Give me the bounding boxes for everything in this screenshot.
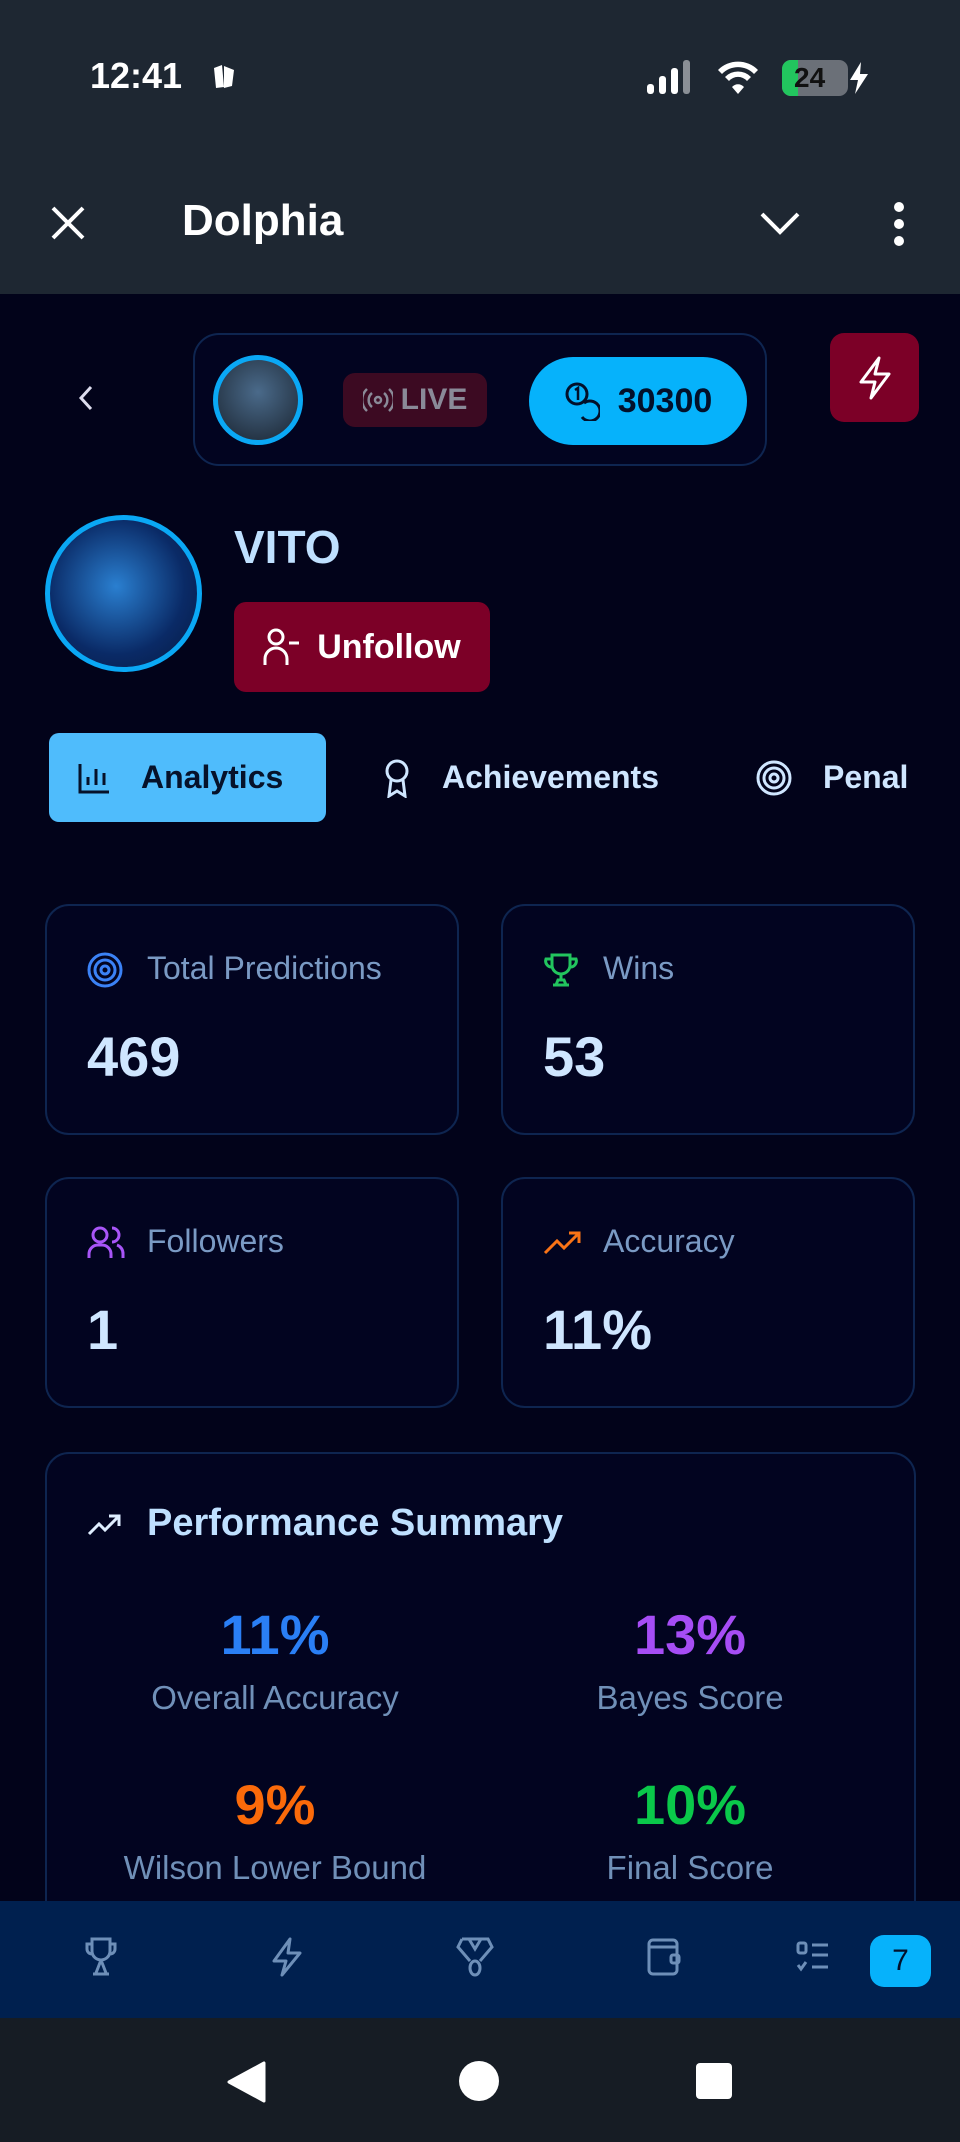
user-minus-icon bbox=[263, 628, 300, 665]
status-bar: 12:41 24 bbox=[0, 0, 960, 150]
unfollow-button[interactable]: Unfollow bbox=[234, 602, 490, 692]
back-icon[interactable] bbox=[226, 2061, 266, 2103]
more-vertical-icon[interactable] bbox=[891, 202, 907, 246]
notification-icon bbox=[214, 65, 234, 88]
trending-up-icon bbox=[543, 1231, 581, 1255]
user-avatar-small[interactable] bbox=[213, 355, 303, 445]
metric-final-score: 10% Final Score bbox=[606, 1773, 774, 1886]
users-icon bbox=[87, 1226, 125, 1258]
target-icon bbox=[87, 952, 123, 988]
charging-icon bbox=[850, 62, 868, 94]
zap-icon bbox=[859, 356, 890, 399]
tab-achievements[interactable]: Achievements bbox=[382, 733, 659, 822]
app-title: Dolphia bbox=[182, 196, 344, 245]
medal-icon[interactable] bbox=[456, 1937, 494, 1977]
checklist-icon[interactable] bbox=[796, 1937, 832, 1977]
zap-icon[interactable] bbox=[270, 1937, 306, 1977]
trending-up-icon bbox=[87, 1514, 121, 1536]
live-badge[interactable]: LIVE bbox=[343, 373, 487, 427]
performance-title: Performance Summary bbox=[147, 1502, 564, 1544]
tab-penalties[interactable]: Penal bbox=[755, 733, 960, 822]
bottom-nav: 7 bbox=[0, 1901, 960, 2018]
battery-icon: 24 bbox=[782, 60, 848, 96]
tasks-badge[interactable]: 7 bbox=[870, 1935, 931, 1987]
system-nav-bar bbox=[0, 2018, 960, 2142]
stat-card-total-predictions: Total Predictions 469 bbox=[45, 904, 459, 1135]
recents-icon[interactable] bbox=[695, 2062, 733, 2100]
stat-card-followers: Followers 1 bbox=[45, 1177, 459, 1408]
profile-avatar bbox=[45, 515, 202, 672]
stat-card-wins: Wins 53 bbox=[501, 904, 915, 1135]
home-icon[interactable] bbox=[458, 2060, 500, 2102]
profile-name: VITO bbox=[234, 521, 341, 573]
back-chevron-icon[interactable] bbox=[76, 384, 96, 412]
broadcast-icon bbox=[362, 388, 393, 412]
app-bar: Dolphia bbox=[0, 150, 960, 294]
award-icon bbox=[385, 759, 409, 798]
metric-bayes-score: 13% Bayes Score bbox=[596, 1603, 784, 1716]
trophy-icon[interactable] bbox=[82, 1937, 120, 1977]
chevron-down-icon[interactable] bbox=[758, 210, 802, 238]
metric-wilson-lower-bound: 9% Wilson Lower Bound bbox=[123, 1773, 427, 1886]
header-pill: LIVE 30300 bbox=[193, 333, 767, 466]
stat-card-accuracy: Accuracy 11% bbox=[501, 1177, 915, 1408]
trophy-icon bbox=[544, 953, 578, 987]
close-icon[interactable] bbox=[50, 205, 86, 241]
coins-balance[interactable]: 30300 bbox=[529, 357, 747, 445]
wallet-icon[interactable] bbox=[646, 1937, 682, 1977]
signal-icon bbox=[647, 60, 690, 94]
target-icon bbox=[756, 760, 792, 795]
status-time: 12:41 bbox=[90, 55, 183, 96]
tab-analytics[interactable]: Analytics bbox=[49, 733, 326, 822]
performance-summary-card: Performance Summary 11% Overall Accuracy… bbox=[45, 1452, 916, 1972]
bar-chart-icon bbox=[78, 763, 109, 793]
coins-icon bbox=[565, 382, 600, 421]
metric-overall-accuracy: 11% Overall Accuracy bbox=[151, 1603, 399, 1716]
wifi-icon bbox=[718, 61, 758, 94]
boost-button[interactable] bbox=[830, 333, 919, 422]
